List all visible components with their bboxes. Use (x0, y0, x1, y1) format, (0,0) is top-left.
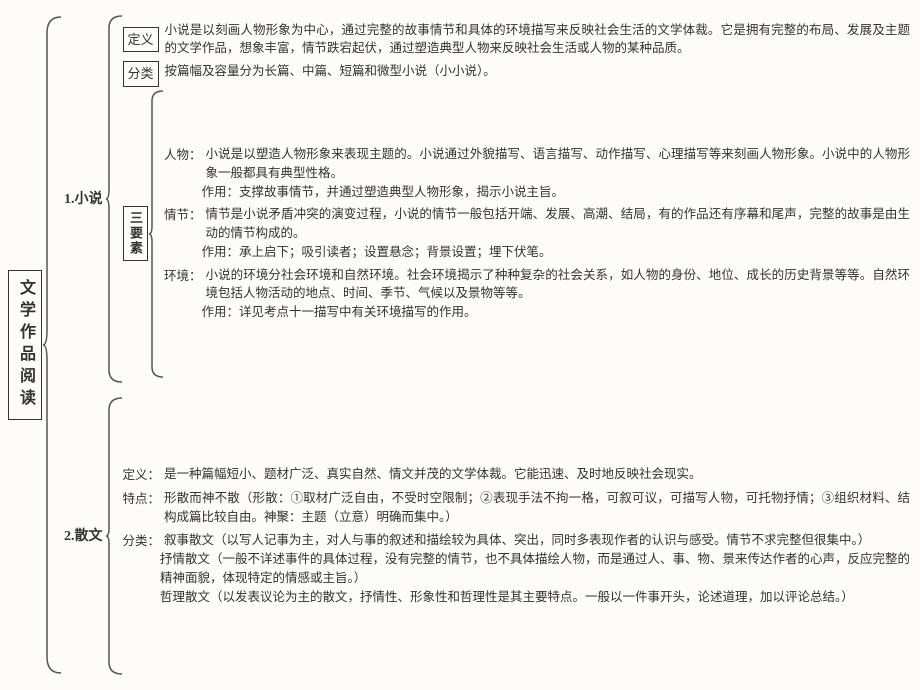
elem-person-key: 人物： (164, 145, 202, 165)
novel-cat-key: 分类 (123, 61, 159, 87)
bracket-elems (149, 89, 163, 379)
elem-plot: 情节： 情节是小说矛盾冲突的演变过程，小说的情节一般包括开端、发展、高潮、结局，… (164, 204, 910, 262)
elem-person: 人物： 小说是以塑造人物形象来表现主题的。小说通过外貌描写、语言描写、动作描写、… (164, 144, 910, 202)
bracket-essay (106, 396, 122, 676)
essay-def-key: 定义： (123, 465, 161, 485)
elem-person-text: 小说是以塑造人物形象来表现主题的。小说通过外貌描写、语言描写、动作描写、心理描写… (206, 145, 910, 183)
novel-elems-row: 三要素 人物： 小说是以塑造人物形象来表现主题的。小说通过外貌描写、语言描写、动… (123, 89, 911, 379)
essay-feat-text: 形散而神不散（形散：①取材广泛自由，不受时空限制；②表现手法不拘一格，可叙可议，… (164, 489, 910, 527)
level1-children: 1.小说 定义 小说是以刻画人物形象为中心，通过完整的故事情节和具体的环境描写来… (62, 10, 910, 680)
tree-root: 文学作品阅读 1.小说 定义 小说是以刻画人物形象为中心，通过完整的故事情节和具… (8, 10, 910, 680)
elem-plot-text: 情节是小说矛盾冲突的演变过程，小说的情节一般包括开端、发展、高潮、结局，有的作品… (206, 205, 910, 243)
elem-plot-use: 作用：承上启下；吸引读者；设置悬念；背景设置；埋下伏笔。 (164, 243, 910, 262)
essay-label: 2.散文 (62, 526, 105, 547)
elem-env-text: 小说的环境分社会环境和自然环境。社会环境揭示了种种复杂的社会关系，如人物的身份、… (206, 266, 910, 304)
novel-def-key: 定义 (123, 27, 159, 53)
essay-def: 定义： 是一种篇幅短小、题材广泛、真实自然、情文并茂的文学体裁。它能迅速、及时地… (123, 464, 911, 486)
novel-children: 定义 小说是以刻画人物形象为中心，通过完整的故事情节和具体的环境描写来反映社会生… (123, 14, 911, 384)
bracket-root (43, 10, 61, 680)
essay-children: 定义： 是一种篇幅短小、题材广泛、真实自然、情文并茂的文学体裁。它能迅速、及时地… (123, 396, 911, 676)
root-label: 文学作品阅读 (8, 270, 42, 420)
essay-def-text: 是一种篇幅短小、题材广泛、真实自然、情文并茂的文学体裁。它能迅速、及时地反映社会… (164, 465, 910, 484)
elem-env-key: 环境： (164, 266, 202, 286)
essay-cat-phil: 哲理散文（以发表议论为主的散文，抒情性、形象性和哲理性是其主要特点。一般以一件事… (123, 588, 911, 607)
bracket-novel (106, 14, 122, 384)
elem-env-use: 作用：详见考点十一描写中有关环境描写的作用。 (164, 303, 910, 322)
essay-cat-narr: 叙事散文（以写人记事为主，对人与事的叙述和描绘较为具体、突出，同时多表现作者的认… (164, 531, 910, 550)
novel-def-text: 小说是以刻画人物形象为中心，通过完整的故事情节和具体的环境描写来反映社会生活的文… (165, 20, 910, 60)
essay-feat-key: 特点： (123, 489, 161, 509)
novel-branch: 1.小说 定义 小说是以刻画人物形象为中心，通过完整的故事情节和具体的环境描写来… (62, 14, 910, 384)
essay-branch: 2.散文 定义： 是一种篇幅短小、题材广泛、真实自然、情文并茂的文学体裁。它能迅… (62, 396, 910, 676)
essay-cat: 分类： 叙事散文（以写人记事为主，对人与事的叙述和描绘较为具体、突出，同时多表现… (123, 530, 911, 608)
spacer (62, 384, 910, 396)
essay-cat-key: 分类： (123, 531, 161, 551)
novel-def-row: 定义 小说是以刻画人物形象为中心，通过完整的故事情节和具体的环境描写来反映社会生… (123, 20, 911, 60)
elem-env: 环境： 小说的环境分社会环境和自然环境。社会环境揭示了种种复杂的社会关系，如人物… (164, 265, 910, 323)
elems-children: 人物： 小说是以塑造人物形象来表现主题的。小说通过外貌描写、语言描写、动作描写、… (164, 144, 910, 323)
essay-cat-lyric: 抒情散文（一般不详述事件的具体过程，没有完整的情节，也不具体描绘人物，而是通过人… (123, 550, 911, 588)
essay-feat: 特点： 形散而神不散（形散：①取材广泛自由，不受时空限制；②表现手法不拘一格，可… (123, 488, 911, 528)
novel-cat-text: 按篇幅及容量分为长篇、中篇、短篇和微型小说（小小说）。 (165, 61, 910, 87)
elem-plot-key: 情节： (164, 205, 202, 225)
novel-cat-row: 分类 按篇幅及容量分为长篇、中篇、短篇和微型小说（小小说）。 (123, 61, 911, 87)
novel-label: 1.小说 (62, 189, 105, 210)
novel-elems-key: 三要素 (123, 206, 149, 261)
elem-person-use: 作用：支撑故事情节，并通过塑造典型人物形象，揭示小说主旨。 (164, 183, 910, 202)
